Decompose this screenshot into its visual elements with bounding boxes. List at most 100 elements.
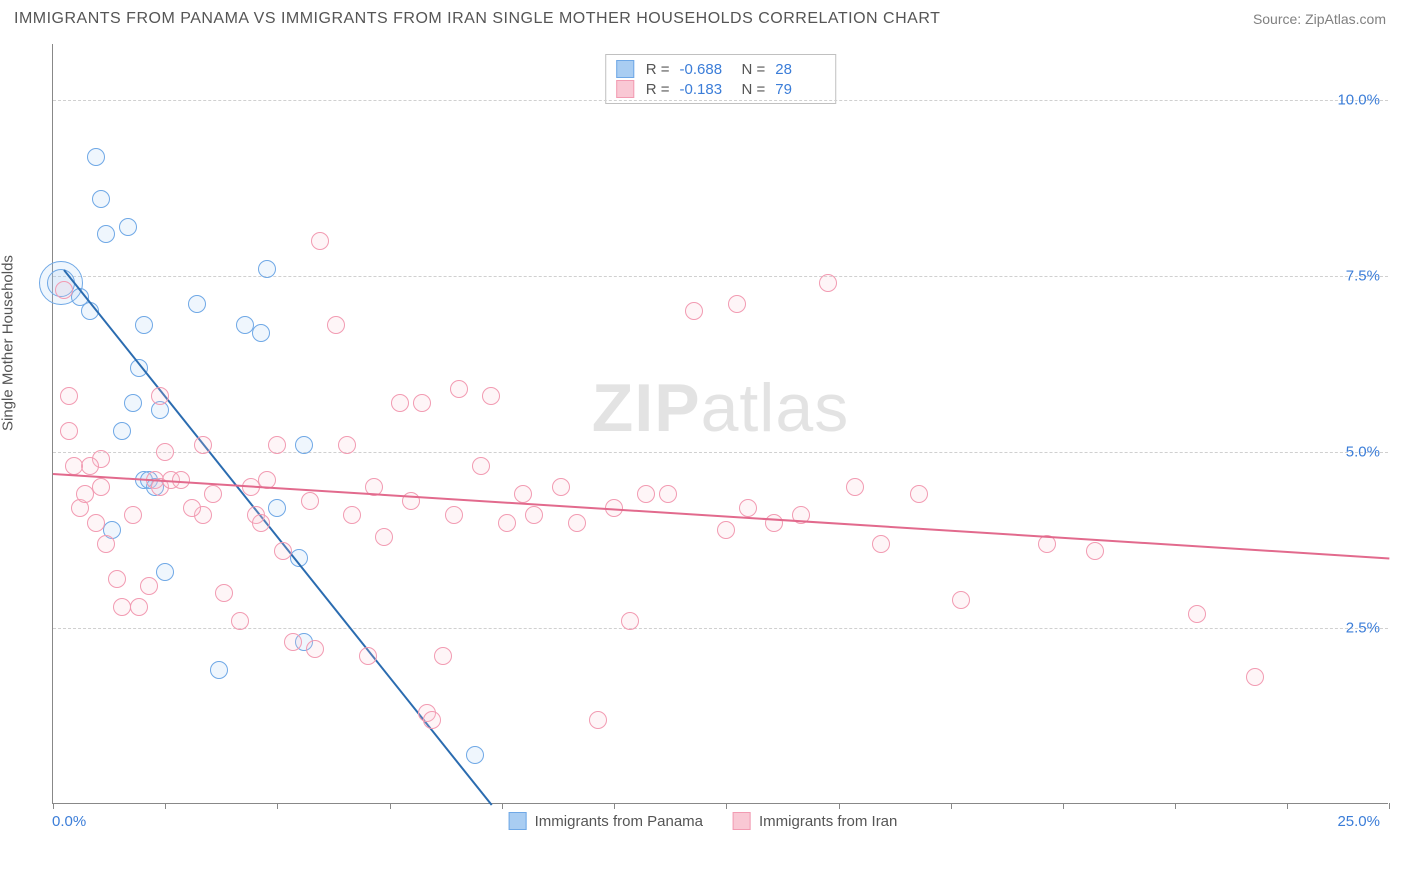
data-point	[872, 535, 890, 553]
data-point	[434, 647, 452, 665]
data-point	[65, 457, 83, 475]
bottom-legend: Immigrants from Panama Immigrants from I…	[509, 812, 898, 830]
x-tick	[277, 803, 278, 809]
data-point	[568, 514, 586, 532]
x-tick	[1175, 803, 1176, 809]
data-point	[183, 499, 201, 517]
data-point	[1086, 542, 1104, 560]
data-point	[151, 387, 169, 405]
data-point	[466, 746, 484, 764]
data-point	[284, 633, 302, 651]
swatch-panama	[616, 60, 634, 78]
chart-container: Single Mother Households ZIPatlas R = -0…	[18, 36, 1388, 826]
y-tick-label: 2.5%	[1346, 620, 1380, 637]
data-point	[97, 225, 115, 243]
data-point	[327, 316, 345, 334]
plot-area: ZIPatlas R = -0.688 N = 28 R = -0.183 N …	[52, 44, 1388, 804]
data-point	[215, 584, 233, 602]
data-point	[194, 436, 212, 454]
x-tick	[839, 803, 840, 809]
data-point	[295, 436, 313, 454]
data-point	[482, 387, 500, 405]
x-tick	[502, 803, 503, 809]
y-tick-label: 7.5%	[1346, 268, 1380, 285]
data-point	[301, 492, 319, 510]
data-point	[450, 380, 468, 398]
data-point	[1246, 668, 1264, 686]
data-point	[108, 570, 126, 588]
x-axis-max-label: 25.0%	[1337, 813, 1380, 830]
stats-row-iran: R = -0.183 N = 79	[616, 79, 826, 99]
x-tick	[1063, 803, 1064, 809]
data-point	[391, 394, 409, 412]
data-point	[55, 281, 73, 299]
swatch-panama-icon	[509, 812, 527, 830]
gridline-h	[53, 628, 1388, 629]
x-tick	[1389, 803, 1390, 809]
data-point	[846, 478, 864, 496]
data-point	[306, 640, 324, 658]
data-point	[92, 190, 110, 208]
data-point	[525, 506, 543, 524]
data-point	[659, 485, 677, 503]
data-point	[739, 499, 757, 517]
data-point	[87, 148, 105, 166]
data-point	[252, 324, 270, 342]
data-point	[589, 711, 607, 729]
data-point	[514, 485, 532, 503]
data-point	[92, 478, 110, 496]
data-point	[375, 528, 393, 546]
data-point	[252, 514, 270, 532]
x-tick	[726, 803, 727, 809]
data-point	[268, 499, 286, 517]
data-point	[359, 647, 377, 665]
x-tick	[390, 803, 391, 809]
data-point	[135, 316, 153, 334]
data-point	[81, 457, 99, 475]
data-point	[423, 711, 441, 729]
data-point	[87, 514, 105, 532]
data-point	[124, 394, 142, 412]
x-tick	[1287, 803, 1288, 809]
data-point	[338, 436, 356, 454]
gridline-h	[53, 100, 1388, 101]
x-tick	[951, 803, 952, 809]
stats-legend: R = -0.688 N = 28 R = -0.183 N = 79	[605, 54, 837, 104]
y-tick-label: 10.0%	[1337, 92, 1380, 109]
gridline-h	[53, 276, 1388, 277]
legend-item-panama: Immigrants from Panama	[509, 812, 703, 830]
data-point	[156, 563, 174, 581]
data-point	[210, 661, 228, 679]
stats-row-panama: R = -0.688 N = 28	[616, 59, 826, 79]
y-tick-label: 5.0%	[1346, 444, 1380, 461]
data-point	[819, 274, 837, 292]
data-point	[60, 422, 78, 440]
swatch-iran-icon	[733, 812, 751, 830]
data-point	[952, 591, 970, 609]
data-point	[60, 387, 78, 405]
y-axis-label: Single Mother Households	[0, 255, 17, 431]
data-point	[124, 506, 142, 524]
chart-title: IMMIGRANTS FROM PANAMA VS IMMIGRANTS FRO…	[14, 10, 940, 28]
data-point	[472, 457, 490, 475]
data-point	[552, 478, 570, 496]
data-point	[231, 612, 249, 630]
source-label: Source: ZipAtlas.com	[1253, 11, 1386, 27]
watermark: ZIPatlas	[592, 369, 849, 447]
swatch-iran	[616, 80, 634, 98]
data-point	[130, 598, 148, 616]
data-point	[97, 535, 115, 553]
data-point	[445, 506, 463, 524]
data-point	[140, 577, 158, 595]
data-point	[76, 485, 94, 503]
x-tick	[165, 803, 166, 809]
data-point	[113, 422, 131, 440]
data-point	[258, 260, 276, 278]
data-point	[637, 485, 655, 503]
data-point	[156, 443, 174, 461]
data-point	[728, 295, 746, 313]
x-axis-min-label: 0.0%	[52, 813, 86, 830]
data-point	[268, 436, 286, 454]
data-point	[413, 394, 431, 412]
data-point	[188, 295, 206, 313]
